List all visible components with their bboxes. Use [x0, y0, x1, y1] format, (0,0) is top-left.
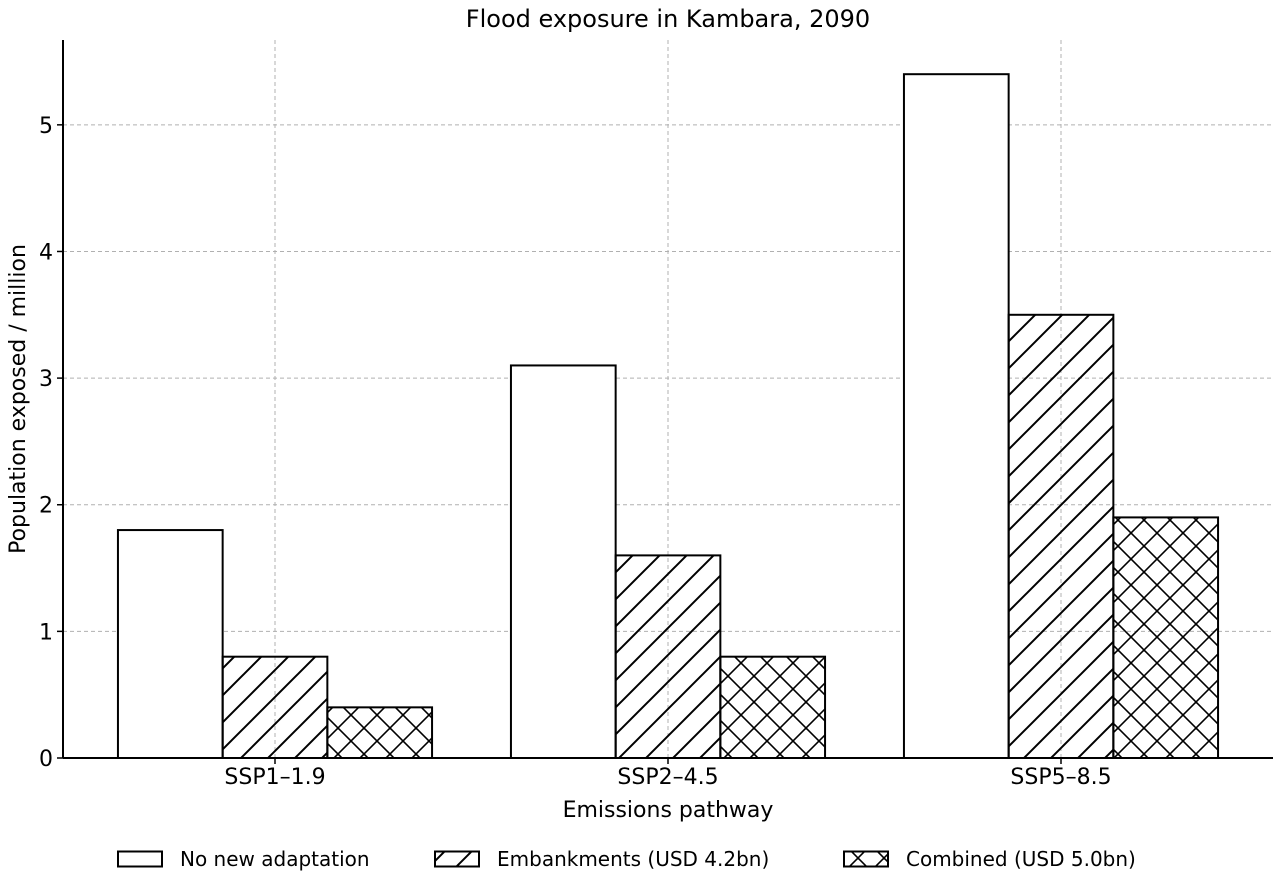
legend: No new adaptation Embankments (USD 4.2bn)…	[117, 847, 1136, 871]
bar-combined	[326, 706, 434, 759]
legend-label: Embankments (USD 4.2bn)	[497, 847, 769, 871]
bar-no-new-adaptation	[509, 364, 617, 759]
legend-swatch	[843, 850, 889, 868]
x-tick-label: SSP2–4.5	[617, 765, 718, 790]
bar-embankments	[221, 655, 329, 759]
y-tick-label: 4	[39, 240, 53, 265]
x-tick-label: SSP5–8.5	[1010, 765, 1111, 790]
bar-embankments	[614, 554, 722, 759]
y-tick-label: 0	[39, 747, 53, 772]
legend-swatch	[434, 850, 480, 868]
x-ticks: SSP1–1.9 SSP2–4.5 SSP5–8.5	[224, 758, 1112, 790]
y-axis-label: Population exposed / million	[6, 244, 31, 554]
bar-embankments	[1007, 313, 1115, 759]
x-axis-label: Emissions pathway	[563, 798, 774, 823]
x-tick-label: SSP1–1.9	[224, 765, 325, 790]
legend-label: No new adaptation	[180, 847, 370, 871]
y-tick-label: 5	[39, 114, 53, 139]
chart-title: Flood exposure in Kambara, 2090	[466, 5, 870, 33]
y-ticks: 0 1 2 3 4 5	[39, 114, 63, 772]
bar-combined	[1112, 516, 1220, 759]
y-tick-label: 2	[39, 494, 53, 519]
bar-no-new-adaptation	[116, 529, 224, 759]
y-tick-label: 1	[39, 620, 53, 645]
legend-label: Combined (USD 5.0bn)	[906, 847, 1136, 871]
legend-swatch	[117, 850, 163, 868]
bar-no-new-adaptation	[902, 73, 1010, 759]
y-tick-label: 3	[39, 367, 53, 392]
bars	[116, 73, 1220, 759]
bar-combined	[719, 655, 827, 759]
